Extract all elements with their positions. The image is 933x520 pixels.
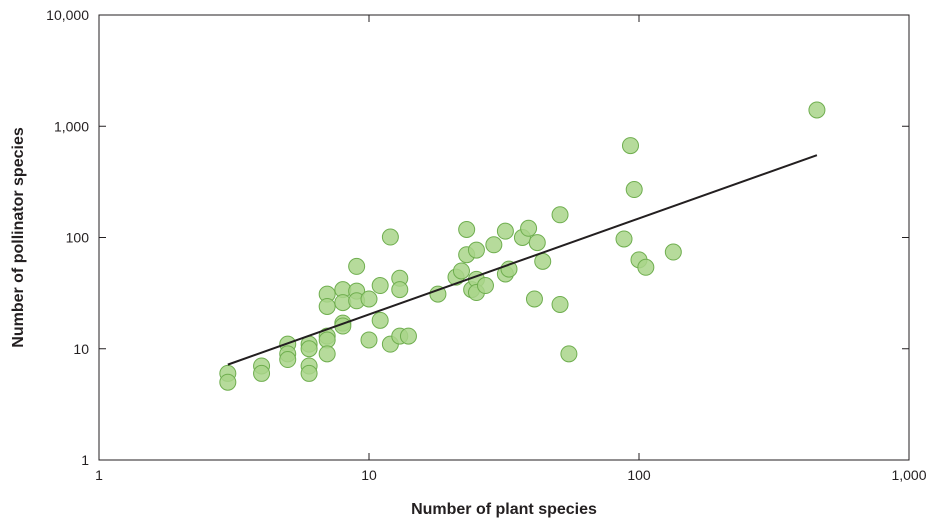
data-point — [551, 295, 569, 313]
y-axis-title: Number of pollinator species — [10, 127, 27, 348]
data-point — [621, 137, 639, 155]
data-point — [664, 243, 682, 261]
data-point — [318, 345, 336, 363]
data-point — [525, 290, 543, 308]
y-tick-label: 10 — [73, 341, 89, 357]
data-point — [300, 340, 318, 358]
data-point — [528, 234, 546, 252]
y-tick-label: 10,000 — [46, 7, 89, 23]
axis-ticks — [99, 15, 909, 460]
data-point — [360, 331, 378, 349]
data-point — [429, 285, 447, 303]
x-axis-title: Number of plant species — [411, 501, 597, 518]
x-tick-label: 1 — [95, 467, 103, 483]
x-tick-label: 1,000 — [891, 467, 926, 483]
y-tick-label: 1,000 — [54, 118, 89, 134]
y-tick-label: 100 — [66, 230, 90, 246]
data-point — [399, 327, 417, 345]
data-point — [279, 351, 297, 369]
data-point — [625, 181, 643, 199]
x-tick-label: 100 — [627, 467, 651, 483]
regression-line — [227, 154, 818, 366]
data-point — [371, 277, 389, 295]
data-point — [476, 277, 494, 295]
data-point — [551, 206, 569, 224]
data-point — [381, 228, 399, 246]
data-point — [485, 236, 503, 254]
data-point — [300, 364, 318, 382]
data-point — [467, 241, 485, 259]
data-point — [318, 297, 336, 315]
data-points — [219, 101, 826, 391]
data-point — [360, 290, 378, 308]
data-point — [348, 257, 366, 275]
data-point — [496, 222, 514, 240]
data-point — [560, 345, 578, 363]
data-point — [452, 262, 470, 280]
y-tick-label: 1 — [81, 452, 89, 468]
x-tick-label: 10 — [361, 467, 377, 483]
data-point — [391, 281, 409, 299]
data-point — [219, 373, 237, 391]
data-point — [458, 221, 476, 239]
data-point — [371, 311, 389, 329]
regression-line-group — [227, 154, 818, 366]
y-axis-tick-labels: 1 10 100 1,000 10,000 — [46, 7, 89, 468]
data-point — [534, 252, 552, 270]
data-point — [520, 219, 538, 237]
x-axis-tick-labels: 1 10 100 1,000 — [95, 467, 927, 483]
data-point — [808, 101, 826, 119]
data-point — [615, 230, 633, 248]
data-point — [637, 258, 655, 276]
data-point — [253, 364, 271, 382]
